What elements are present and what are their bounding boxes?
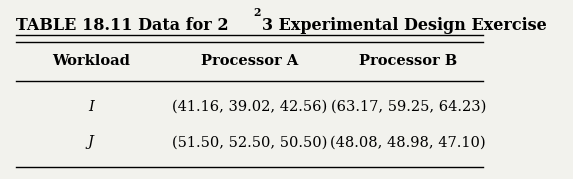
Text: 2: 2 <box>254 7 261 18</box>
Text: (63.17, 59.25, 64.23): (63.17, 59.25, 64.23) <box>331 100 486 114</box>
Text: (51.50, 52.50, 50.50): (51.50, 52.50, 50.50) <box>172 135 327 149</box>
Text: (41.16, 39.02, 42.56): (41.16, 39.02, 42.56) <box>172 100 327 114</box>
Text: TABLE 18.11 Data for 2: TABLE 18.11 Data for 2 <box>16 17 229 34</box>
Text: 3 Experimental Design Exercise: 3 Experimental Design Exercise <box>262 17 547 34</box>
Text: Processor A: Processor A <box>201 54 298 68</box>
Text: (48.08, 48.98, 47.10): (48.08, 48.98, 47.10) <box>331 135 486 149</box>
Text: Workload: Workload <box>52 54 129 68</box>
Text: Processor B: Processor B <box>359 54 457 68</box>
Text: J: J <box>88 135 93 149</box>
Text: I: I <box>88 100 93 114</box>
